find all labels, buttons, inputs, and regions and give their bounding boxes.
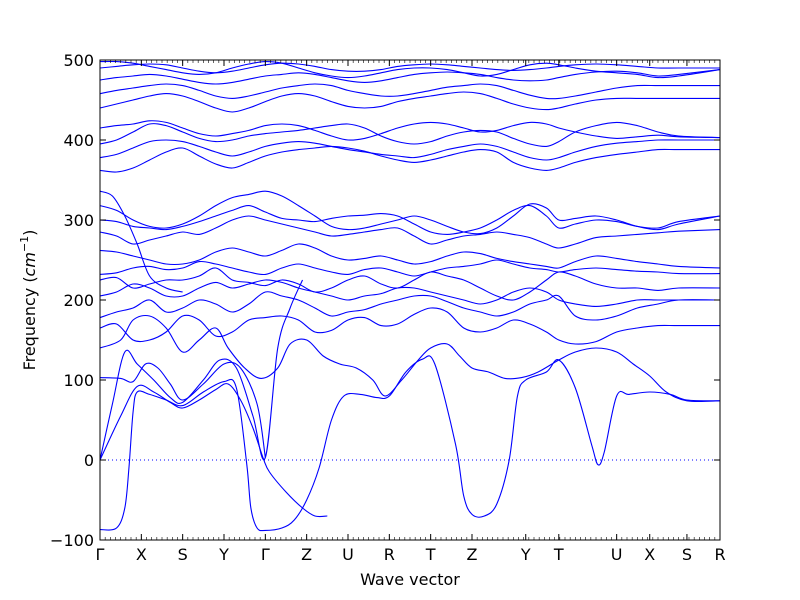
y-axis-label-close: ) xyxy=(20,230,39,236)
y-axis-label-exponent: −1 xyxy=(18,236,31,252)
y-tick-label: 0 xyxy=(84,451,94,470)
x-tick-label: T xyxy=(553,545,564,564)
y-tick-label: 200 xyxy=(63,291,94,310)
band-line xyxy=(99,307,720,345)
x-tick-label: Y xyxy=(520,545,531,564)
x-axis-label: Wave vector xyxy=(360,570,460,589)
x-tick-label: R xyxy=(384,545,395,564)
band-line xyxy=(99,383,328,518)
x-tick-label: U xyxy=(611,545,623,564)
y-axis: −100 0 100 200 300 400 500 xyxy=(50,51,720,550)
band-line xyxy=(99,291,721,321)
x-tick-label: S xyxy=(682,545,692,564)
x-tick-label: R xyxy=(714,545,725,564)
band-line xyxy=(99,190,721,235)
band-line xyxy=(99,267,721,301)
y-tick-label: 100 xyxy=(63,371,94,390)
band-line xyxy=(99,279,304,461)
x-tick-label: X xyxy=(136,545,147,564)
band-line xyxy=(99,314,721,402)
band-line xyxy=(99,279,720,307)
y-tick-label: −100 xyxy=(50,531,94,550)
x-tick-label: Z xyxy=(467,545,478,564)
band-line xyxy=(99,62,720,74)
band-line xyxy=(99,91,720,113)
x-tick-label: Γ xyxy=(261,545,270,564)
band-line xyxy=(99,243,721,269)
band-line xyxy=(99,69,721,85)
band-line xyxy=(99,121,721,148)
x-tick-label: U xyxy=(342,545,354,564)
band-line xyxy=(99,145,720,173)
band-line xyxy=(99,190,183,293)
y-tick-label: 500 xyxy=(63,51,94,70)
y-axis-label-text: Frequency ( xyxy=(20,276,39,370)
band-line xyxy=(99,215,721,249)
y-axis-label-unit: cm xyxy=(20,252,39,276)
y-tick-label: 300 xyxy=(63,211,94,230)
band-line xyxy=(99,60,721,79)
band-line xyxy=(99,204,721,235)
band-line xyxy=(99,139,720,161)
band-line xyxy=(99,120,721,141)
x-tick-label: S xyxy=(178,545,188,564)
x-tick-label: T xyxy=(425,545,436,564)
y-axis-label: Frequency (cm−1) xyxy=(18,230,39,371)
band-line xyxy=(99,361,266,458)
band-line xyxy=(99,355,721,532)
x-tick-label: X xyxy=(644,545,655,564)
plot-area xyxy=(99,60,721,532)
x-tick-label: Γ xyxy=(96,545,105,564)
x-tick-label: Y xyxy=(218,545,229,564)
y-tick-label: 400 xyxy=(63,131,94,150)
band-line xyxy=(99,259,721,277)
band-line xyxy=(99,83,720,100)
x-tick-label: Z xyxy=(301,545,312,564)
